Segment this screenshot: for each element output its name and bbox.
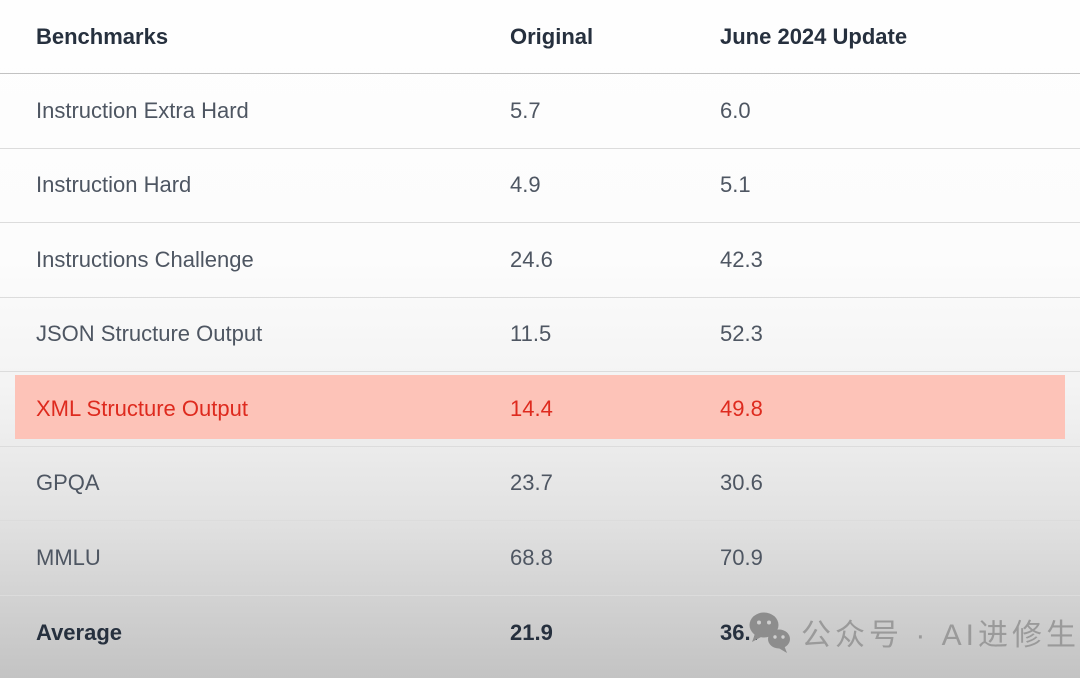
original-value: 21.9 <box>510 619 553 645</box>
wechat-icon <box>749 612 790 653</box>
benchmark-name: Instruction Extra Hard <box>36 97 249 123</box>
original-value: 68.8 <box>510 544 553 570</box>
june-update-value: 70.9 <box>720 544 763 570</box>
june-update-value: 30.6 <box>720 470 763 496</box>
original-value: 24.6 <box>510 246 553 272</box>
benchmark-name: Instruction Hard <box>36 172 192 198</box>
table-header-row: Benchmarks Original June 2024 Update <box>0 0 1080 74</box>
column-header-original: Original <box>510 23 594 49</box>
column-header-benchmarks: Benchmarks <box>36 23 169 49</box>
benchmark-name: Instructions Challenge <box>36 246 254 272</box>
june-update-value: 5.1 <box>720 172 751 198</box>
benchmark-name: Average <box>36 619 123 645</box>
benchmark-name: XML Structure Output <box>36 395 248 421</box>
watermark: 公众号 · AI进修生 <box>746 608 1080 656</box>
table-row-highlighted: XML Structure Output 14.4 49.8 <box>0 372 1080 447</box>
original-value: 23.7 <box>510 470 553 496</box>
table-row: Instruction Extra Hard 5.7 6.0 <box>0 74 1080 149</box>
june-update-value: 42.3 <box>720 246 763 272</box>
table-row: GPQA 23.7 30.6 <box>0 447 1080 521</box>
benchmark-name: MMLU <box>36 544 101 570</box>
benchmark-name: JSON Structure Output <box>36 321 263 347</box>
table-row: MMLU 68.8 70.9 <box>0 521 1080 596</box>
original-value: 5.7 <box>510 97 541 123</box>
benchmark-name: GPQA <box>36 470 100 496</box>
table-row: JSON Structure Output 11.5 52.3 <box>0 298 1080 372</box>
june-update-value: 49.8 <box>720 395 763 421</box>
original-value: 4.9 <box>510 172 541 198</box>
table-row: Instructions Challenge 24.6 42.3 <box>0 223 1080 298</box>
original-value: 11.5 <box>510 321 552 347</box>
watermark-text: 公众号 · AI进修生 <box>801 619 1080 652</box>
row-highlight-band <box>15 375 1065 439</box>
original-value: 14.4 <box>510 395 553 421</box>
table-row: Instruction Hard 4.9 5.1 <box>0 149 1080 223</box>
column-header-june-2024-update: June 2024 Update <box>720 23 908 49</box>
june-update-value: 6.0 <box>720 97 751 123</box>
june-update-value: 52.3 <box>720 321 763 347</box>
